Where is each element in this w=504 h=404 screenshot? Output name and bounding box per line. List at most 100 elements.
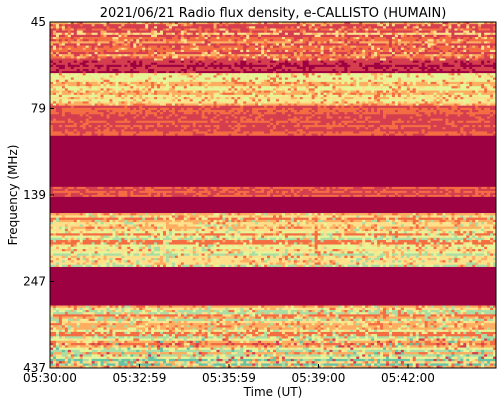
spectrum-cell bbox=[391, 62, 396, 66]
spectrum-cell bbox=[246, 75, 250, 78]
spectrum-cell bbox=[445, 75, 449, 78]
spectrum-cell bbox=[130, 22, 134, 25]
spectrum-cell bbox=[278, 22, 283, 25]
spectrum-cell bbox=[460, 26, 464, 29]
spectrum-cell bbox=[275, 62, 280, 66]
spectrum-cell bbox=[255, 45, 259, 49]
spectrum-cell bbox=[436, 34, 440, 38]
spectrum-cell bbox=[207, 71, 211, 74]
spectrum-cell bbox=[222, 30, 226, 34]
spectrum-cell bbox=[344, 69, 348, 72]
spectrum-cell bbox=[335, 75, 339, 78]
spectrum-cell bbox=[430, 84, 434, 87]
spectrum-cell bbox=[421, 62, 426, 66]
spectrum-cell bbox=[148, 28, 152, 31]
spectrum-cell bbox=[454, 60, 458, 64]
spectrum-cell bbox=[275, 66, 280, 70]
spectrum-cell bbox=[469, 24, 473, 27]
spectrum-cell bbox=[258, 81, 262, 85]
spectrum-cell bbox=[442, 90, 446, 94]
spectrum-cell bbox=[278, 90, 283, 94]
spectrum-cell bbox=[388, 22, 393, 25]
spectrum-cell bbox=[103, 84, 107, 87]
spectrum-cell bbox=[329, 69, 333, 72]
spectrum-cell bbox=[296, 41, 301, 44]
spectrum-cell bbox=[55, 56, 60, 59]
spectrum-cell bbox=[136, 58, 140, 61]
spectrum-cell bbox=[466, 49, 470, 53]
spectrum-cell bbox=[353, 81, 357, 85]
spectrum-cell bbox=[362, 39, 366, 42]
spectrum-cell bbox=[100, 75, 104, 78]
spectrum-cell bbox=[308, 84, 313, 87]
spectrum-cell bbox=[380, 66, 384, 70]
spectrum-cell bbox=[52, 54, 57, 57]
spectrum-cell bbox=[362, 52, 366, 55]
spectrum-cell bbox=[64, 49, 69, 53]
spectrum-cell bbox=[136, 54, 140, 57]
spectrum-cell bbox=[347, 69, 351, 72]
spectrum-cell bbox=[124, 69, 128, 72]
spectrum-cell bbox=[353, 49, 357, 53]
spectrum-cell bbox=[177, 69, 182, 72]
spectrum-cell bbox=[50, 39, 54, 42]
spectrum-cell bbox=[168, 56, 173, 59]
spectrum-cell bbox=[457, 60, 461, 64]
spectrum-cell bbox=[186, 39, 191, 42]
spectrum-cell bbox=[50, 71, 54, 74]
spectrum-cell bbox=[406, 26, 411, 29]
spectrum-cell bbox=[475, 90, 479, 94]
spectrum-cell bbox=[52, 81, 57, 85]
spectrum-cell bbox=[320, 30, 324, 34]
spectrum-cell bbox=[484, 75, 488, 78]
spectrum-cell bbox=[323, 47, 327, 51]
spectrum-cell bbox=[177, 54, 182, 57]
spectrum-cell bbox=[237, 34, 241, 38]
spectrum-cell bbox=[142, 56, 146, 59]
spectrum-cell bbox=[243, 22, 247, 25]
spectrum-cell bbox=[61, 81, 66, 85]
spectrum-cell bbox=[61, 69, 66, 72]
spectrum-cell bbox=[388, 30, 393, 34]
spectrum-cell bbox=[157, 34, 161, 38]
spectrum-cell bbox=[82, 81, 87, 85]
spectrum-cell bbox=[165, 52, 170, 55]
spectrum-cell bbox=[133, 71, 137, 74]
spectrum-cell bbox=[157, 49, 161, 53]
spectrum-cell bbox=[61, 28, 66, 31]
spectrum-cell bbox=[210, 22, 214, 25]
spectrum-cell bbox=[228, 30, 232, 34]
spectrum-cell bbox=[180, 43, 185, 46]
spectrum-cell bbox=[391, 79, 396, 83]
spectrum-cell bbox=[180, 24, 185, 27]
spectrum-cell bbox=[142, 47, 146, 51]
spectrum-cell bbox=[151, 64, 155, 68]
spectrum-cell bbox=[133, 39, 137, 42]
spectrum-cell bbox=[228, 79, 232, 83]
spectrum-cell bbox=[118, 47, 122, 51]
spectrum-cell bbox=[475, 84, 479, 87]
spectrum-cell bbox=[171, 56, 176, 59]
spectrum-cell bbox=[130, 34, 134, 38]
spectrum-cell bbox=[338, 64, 342, 68]
spectrum-cell bbox=[466, 41, 470, 44]
spectrum-cell bbox=[409, 75, 414, 78]
spectrum-cell bbox=[454, 73, 458, 76]
spectrum-cell bbox=[433, 81, 437, 85]
spectrum-cell bbox=[377, 73, 381, 76]
spectrum-cell bbox=[234, 30, 238, 34]
spectrum-cell bbox=[112, 62, 116, 66]
spectrum-cell bbox=[356, 75, 360, 78]
spectrum-cell bbox=[436, 26, 440, 29]
spectrum-cell bbox=[210, 62, 214, 66]
spectrum-cell bbox=[195, 54, 200, 57]
spectrum-cell bbox=[255, 69, 259, 72]
spectrum-cell bbox=[109, 39, 113, 42]
spectrum-cell bbox=[403, 26, 408, 29]
spectrum-cell bbox=[380, 56, 384, 59]
spectrum-cell bbox=[350, 58, 354, 61]
spectrum-cell bbox=[183, 26, 188, 29]
spectrum-cell bbox=[397, 54, 402, 57]
spectrum-cell bbox=[472, 60, 476, 64]
spectrum-cell bbox=[186, 32, 191, 36]
